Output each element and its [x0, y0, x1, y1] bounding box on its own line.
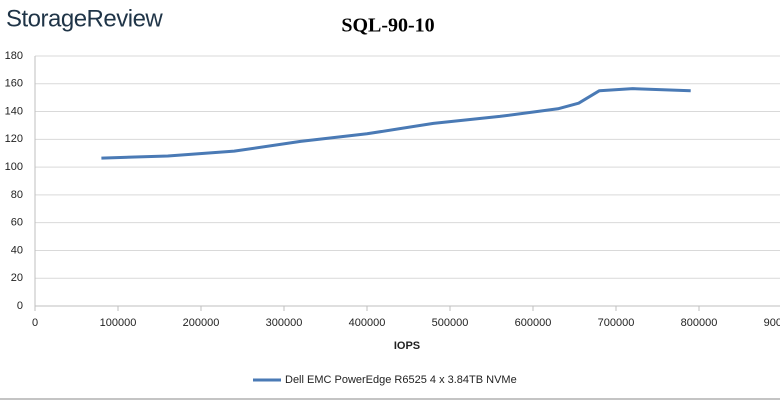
logo: StorageReview [6, 5, 163, 32]
y-tick-label: 20 [11, 272, 23, 284]
y-tick-label: 80 [11, 189, 23, 201]
y-tick-label: 180 [5, 50, 23, 62]
x-tick-label: 100000 [100, 317, 137, 329]
x-tick-label: 700000 [598, 317, 635, 329]
y-tick-label: 60 [11, 217, 23, 229]
x-tick-label: 900000 [764, 317, 780, 329]
x-tick-label: 0 [32, 317, 38, 329]
x-tick-label: 200000 [183, 317, 220, 329]
x-tick-label: 400000 [349, 317, 386, 329]
y-tick-label: 140 [5, 105, 23, 117]
x-tick-label: 300000 [266, 317, 303, 329]
y-tick-label: 120 [5, 133, 23, 145]
x-tick-label: 800000 [681, 317, 718, 329]
x-tick-label: 500000 [432, 317, 469, 329]
x-tick-label: 600000 [515, 317, 552, 329]
x-axis-label: IOPS [394, 340, 420, 352]
y-tick-label: 40 [11, 244, 23, 256]
data-line [101, 87, 691, 160]
legend-label: Dell EMC PowerEdge R6525 4 x 3.84TB NVMe [285, 374, 517, 386]
y-tick-label: 160 [5, 78, 23, 90]
y-tick-label: 0 [17, 300, 23, 312]
chart-title: SQL-90-10 [341, 15, 434, 37]
y-tick-label: 100 [5, 161, 23, 173]
